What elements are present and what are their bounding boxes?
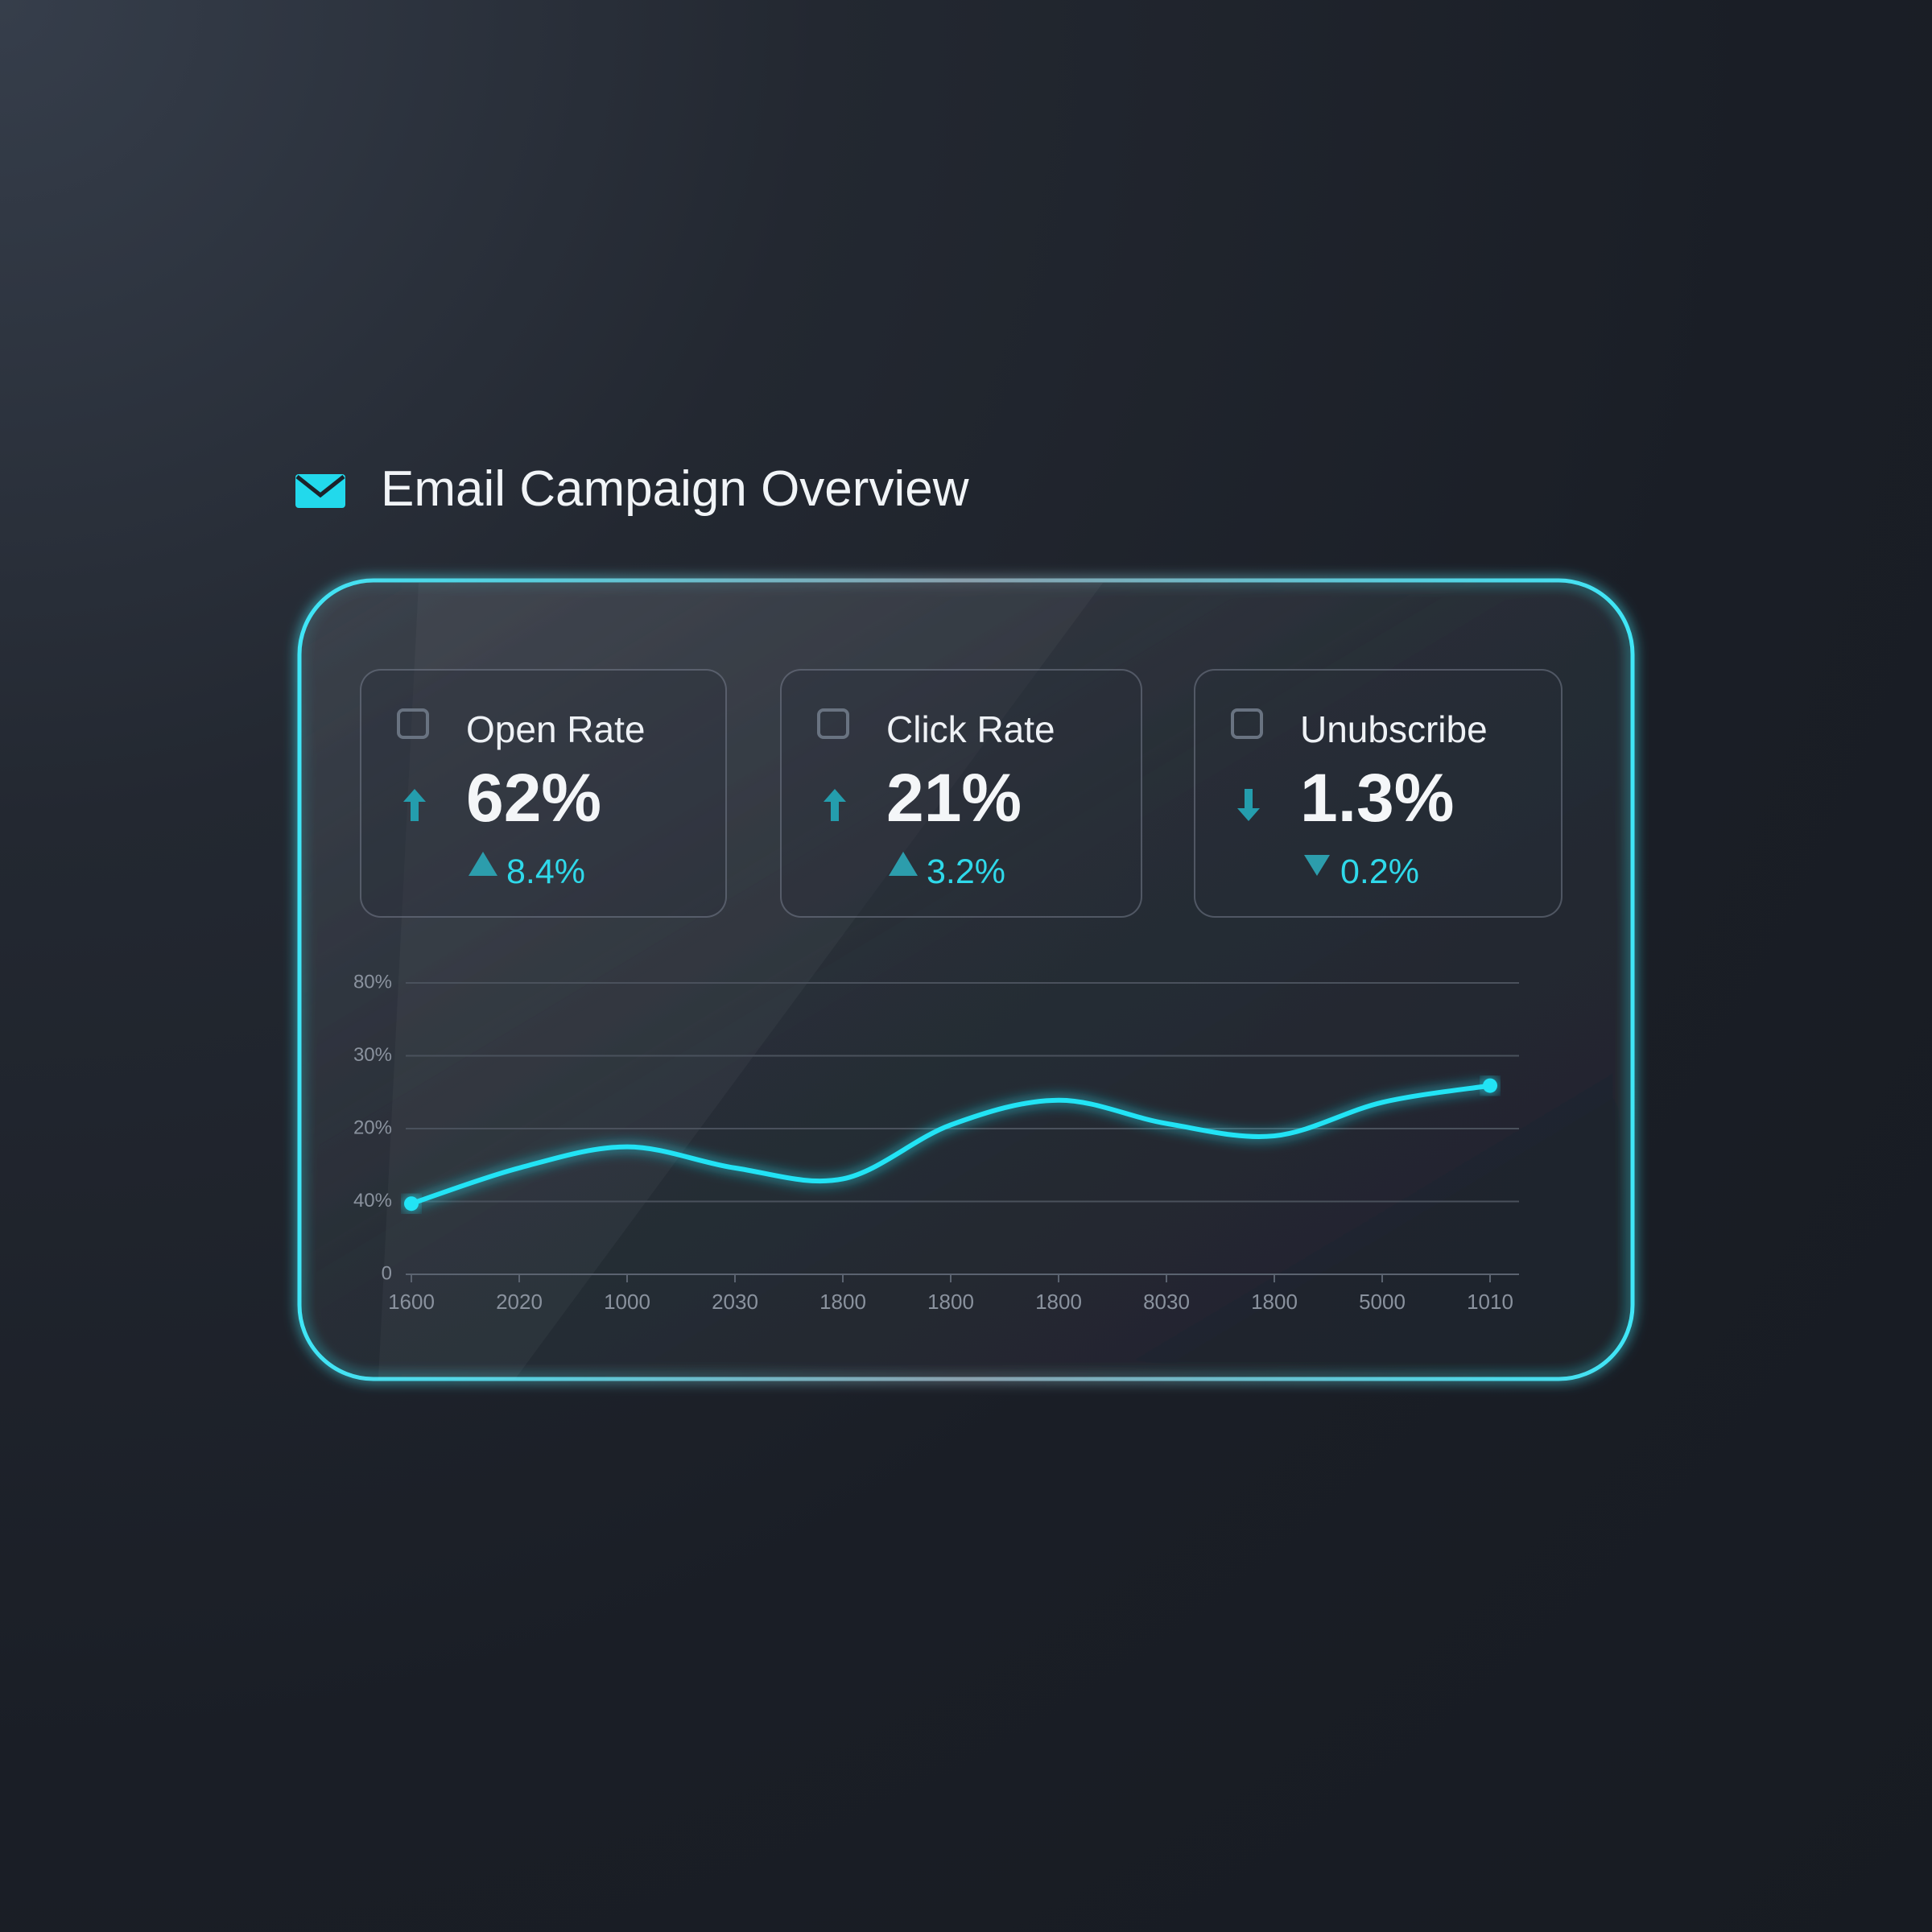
x-tick-label: 2020 [496,1290,543,1314]
metric-label: Open Rate [466,708,646,750]
x-tick-label: 1800 [819,1290,866,1314]
panel [297,578,1635,1381]
arrow-down [1237,789,1260,821]
x-tick-label: 1800 [1251,1290,1298,1314]
metric-label: Click Rate [886,708,1055,750]
line-series [411,1083,1491,1207]
metric-value: 62% [466,760,602,836]
y-tick-label: 80% [353,971,392,993]
metric-card: Click Rate 21% 3.2% [780,669,1142,918]
metric-change: 8.4% [506,852,586,891]
x-tick-label: 1800 [1035,1290,1082,1314]
y-tick-label: 40% [353,1190,392,1212]
x-tick-label: 1600 [388,1290,435,1314]
line-endpoint [404,1196,419,1212]
metric-card: Open Rate 62% 8.4% [360,669,727,918]
mail-icon [295,474,345,508]
metric-card: Unubscribe 1.3% 0.2% [1194,669,1563,918]
x-tick-label: 8030 [1143,1290,1190,1314]
arrow-up [824,789,846,821]
metric-change: 3.2% [927,852,1006,891]
page-title: Email Campaign Overview [381,461,969,517]
arrow-up [403,789,426,821]
y-tick-label: 30% [353,1044,392,1066]
metric-label: Unubscribe [1300,708,1488,750]
x-tick-label: 2030 [712,1290,758,1314]
triangle-up [889,852,918,876]
y-tick-label: 20% [353,1117,392,1138]
x-tick-label: 5000 [1359,1290,1406,1314]
line-endpoint [1483,1078,1497,1093]
metric-value: 21% [886,760,1022,836]
triangle-up [469,852,497,876]
metric-value: 1.3% [1300,760,1455,836]
x-tick-label: 1010 [1467,1290,1513,1314]
x-tick-label: 1800 [927,1290,974,1314]
metric-icon [397,708,429,739]
metric-icon [1231,708,1263,739]
metric-icon [817,708,849,739]
triangle-down [1304,855,1330,876]
y-tick-label: 0 [382,1262,392,1284]
metric-change: 0.2% [1340,852,1420,891]
x-tick-label: 1000 [604,1290,650,1314]
